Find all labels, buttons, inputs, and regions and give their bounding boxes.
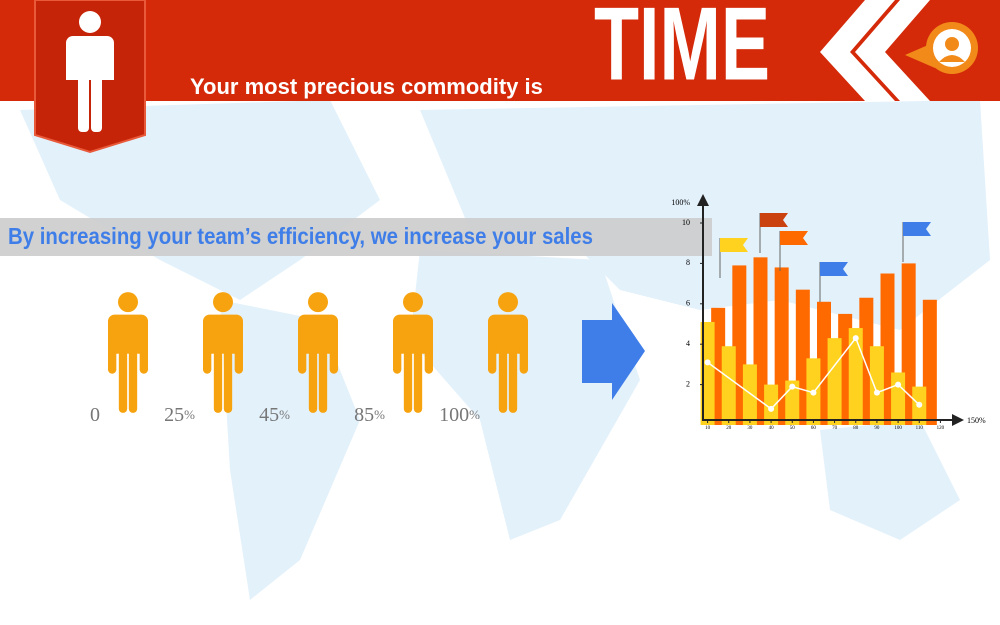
figure-unit: %: [374, 407, 385, 422]
figure-number: 45: [259, 404, 279, 426]
x-tick-label: 80: [853, 426, 859, 431]
bar: [922, 299, 937, 425]
x-tick-label: 120: [937, 426, 945, 431]
figure-number: 25: [164, 404, 184, 426]
figures: 0 25% 45% 85% 100%: [90, 292, 528, 426]
figure-unit: %: [279, 407, 290, 422]
bar: [732, 265, 747, 425]
arrow: [582, 303, 645, 400]
bar: [891, 372, 906, 425]
person: [108, 292, 148, 413]
x-tick-label: 70: [832, 426, 838, 431]
flag: [820, 262, 848, 276]
bar: [785, 380, 800, 425]
bar: [869, 346, 884, 425]
banner-bar: [0, 218, 712, 256]
flag: [760, 213, 788, 227]
point: [873, 389, 880, 396]
bar: [827, 338, 842, 425]
bar: [753, 257, 768, 425]
figure-unit: %: [184, 407, 195, 422]
point: [916, 401, 923, 408]
figure-number: 85: [354, 404, 374, 426]
y-tick-label: 4: [686, 339, 690, 348]
figure-label: 100%: [439, 404, 480, 426]
banner-text: By increasing your team’s efficiency, we…: [8, 223, 593, 249]
subtitle: Your most precious commodity is: [190, 74, 543, 99]
x-arrow: [952, 414, 964, 426]
point: [895, 381, 902, 388]
x-tick-label: 20: [726, 426, 732, 431]
x-tick-label: 90: [874, 426, 880, 431]
point: [768, 405, 775, 412]
flag: [720, 238, 748, 252]
flag: [780, 231, 808, 245]
figure-label: 45%: [259, 404, 290, 426]
x-tick-label: 30: [747, 426, 753, 431]
line: [707, 336, 920, 410]
figure-number: 0: [90, 404, 100, 426]
bar: [700, 321, 715, 425]
figure-label: 25%: [164, 404, 195, 426]
x-end-label: 150%: [967, 416, 986, 425]
bar: [711, 307, 726, 425]
person-icon: [66, 11, 114, 132]
title: TIME: [594, 0, 770, 102]
bar: [901, 263, 916, 425]
point: [852, 335, 859, 342]
y-end-label: 100%: [671, 198, 690, 207]
point: [789, 383, 796, 390]
bar: [742, 364, 757, 425]
chevrons: [820, 0, 930, 101]
x-tick-label: 50: [790, 426, 796, 431]
bar: [764, 384, 779, 425]
figure-label: 0: [90, 404, 100, 426]
bar: [859, 297, 874, 425]
x-tick-label: 110: [916, 426, 924, 431]
y-tick-label: 6: [686, 299, 690, 308]
flag: [903, 222, 931, 236]
x-tick-label: 100: [894, 426, 902, 431]
y-tick-label: 2: [686, 379, 690, 388]
x-tick-label: 60: [811, 426, 817, 431]
bar: [817, 301, 831, 425]
figure-label: 85%: [354, 404, 385, 426]
point: [810, 389, 817, 396]
logo: [905, 22, 978, 74]
y-arrow: [697, 194, 709, 206]
y-tick-label: 10: [682, 218, 690, 227]
y-tick-label: 8: [686, 258, 690, 267]
bar: [774, 267, 789, 425]
bar: [848, 328, 863, 425]
bar: [721, 346, 736, 425]
bar: [838, 313, 853, 425]
point: [704, 359, 711, 366]
chart: 100% 150% 2 4 6 8 10 10 20 30 40 50 60 70 80 90 100 110 12…: [671, 194, 986, 431]
x-tick-label: 10: [705, 426, 711, 431]
figure-unit: %: [469, 407, 480, 422]
figure-number: 100: [439, 404, 469, 426]
x-tick-label: 40: [769, 426, 775, 431]
